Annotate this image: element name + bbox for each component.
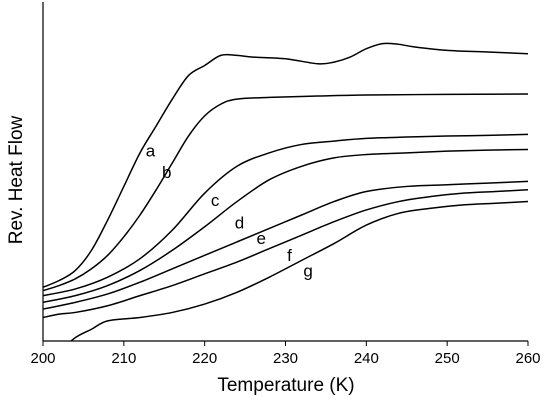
series-group <box>43 42 528 341</box>
y-axis-title: Rev. Heat Flow <box>6 115 27 244</box>
series-label-group: ab cde fg <box>146 141 313 280</box>
series-label-c: c <box>211 191 220 210</box>
series-label-g: g <box>303 262 312 281</box>
series-line-e <box>43 180 528 310</box>
series-label-f: f <box>287 246 292 265</box>
series-line-f <box>43 189 528 319</box>
series-line-b <box>43 93 528 292</box>
series-label-a: a <box>146 141 156 160</box>
x-axis-title: Temperature (K) <box>217 375 354 396</box>
x-tick-label: 230 <box>273 350 298 367</box>
x-tick-label: 240 <box>354 350 379 367</box>
series-line-g <box>69 200 528 341</box>
x-tick-label: 210 <box>111 350 136 367</box>
x-tick-label: 260 <box>515 350 540 367</box>
series-label-b: b <box>162 163 171 182</box>
series-label-e: e <box>257 229 266 248</box>
x-tick-label: 220 <box>192 350 217 367</box>
series-line-a <box>43 42 528 288</box>
x-ticks-group: 200 210 220 230 240 250 260 <box>30 341 541 367</box>
series-label-d: d <box>235 214 244 233</box>
series-line-c <box>43 133 528 297</box>
x-tick-label: 250 <box>435 350 460 367</box>
x-tick-label: 200 <box>30 350 55 367</box>
series-line-d <box>43 148 528 304</box>
